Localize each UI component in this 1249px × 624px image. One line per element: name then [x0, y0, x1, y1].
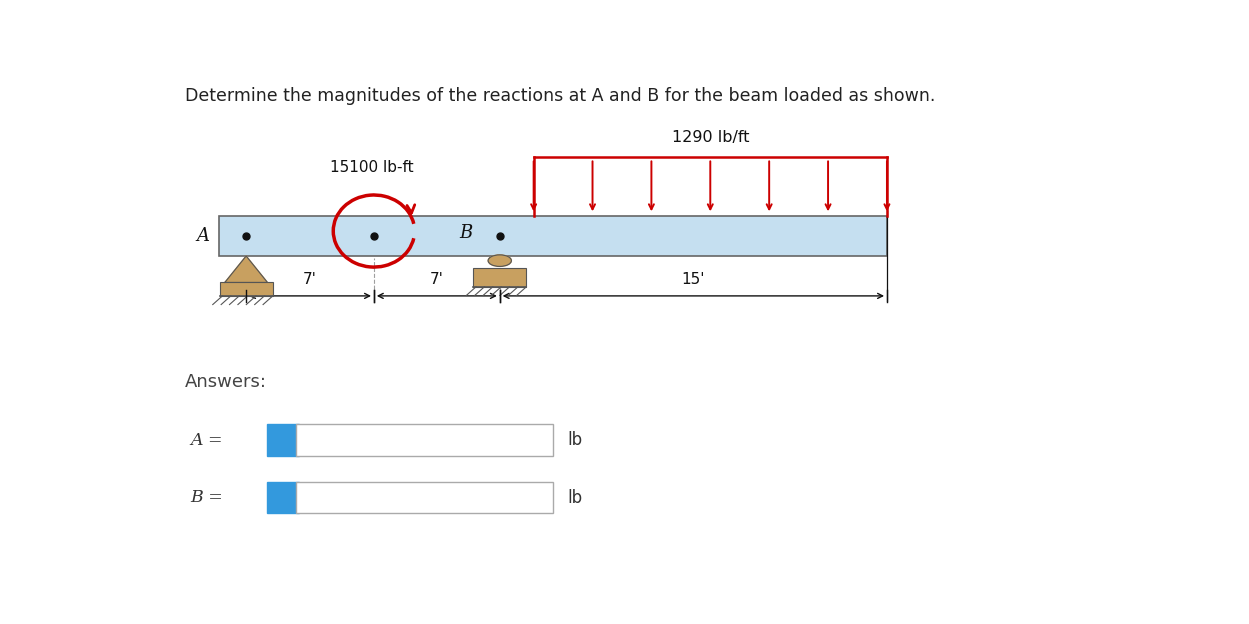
Text: A =: A =: [190, 432, 222, 449]
Circle shape: [488, 255, 511, 266]
FancyBboxPatch shape: [296, 482, 553, 514]
Text: 7': 7': [304, 272, 317, 287]
FancyBboxPatch shape: [220, 283, 272, 296]
Text: lb: lb: [567, 489, 582, 507]
Text: i: i: [280, 431, 286, 449]
FancyBboxPatch shape: [267, 424, 300, 456]
Text: Answers:: Answers:: [185, 373, 267, 391]
FancyBboxPatch shape: [267, 482, 300, 514]
FancyBboxPatch shape: [473, 268, 526, 287]
Text: B: B: [460, 225, 472, 243]
Text: A: A: [196, 227, 210, 245]
Text: 15': 15': [682, 272, 706, 287]
FancyBboxPatch shape: [296, 424, 553, 456]
Text: lb: lb: [567, 431, 582, 449]
Text: Determine the magnitudes of the reactions at A and B for the beam loaded as show: Determine the magnitudes of the reaction…: [185, 87, 936, 105]
Text: B =: B =: [190, 489, 222, 506]
Text: 15100 lb-ft: 15100 lb-ft: [330, 160, 413, 175]
FancyBboxPatch shape: [219, 216, 887, 256]
Polygon shape: [225, 256, 267, 283]
Text: 1290 lb/ft: 1290 lb/ft: [672, 130, 749, 145]
Text: 7': 7': [430, 272, 443, 287]
Text: i: i: [280, 489, 286, 507]
